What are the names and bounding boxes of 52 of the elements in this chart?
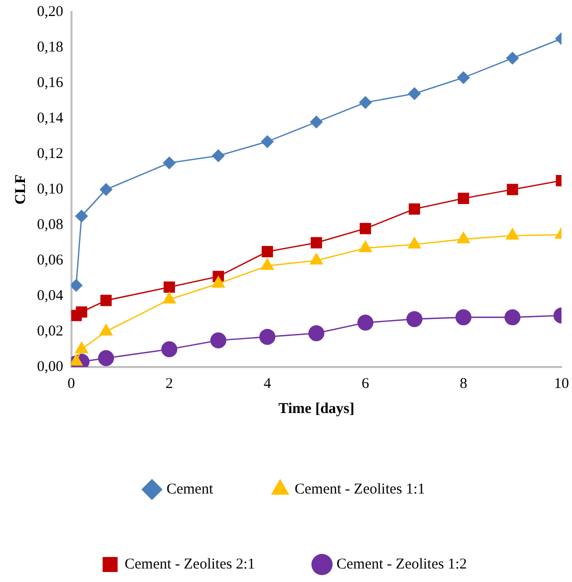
x-tick-label: 8 [460, 376, 468, 392]
point [98, 350, 114, 366]
point [259, 328, 276, 345]
x-tick-label: 4 [264, 376, 272, 392]
legend-label: Cement - Zeolites 2:1 [124, 556, 256, 572]
point [455, 309, 472, 326]
point [408, 203, 420, 215]
x-axis-title: Time [days] [278, 400, 354, 417]
point [408, 87, 421, 100]
point [310, 237, 322, 248]
point [308, 325, 324, 342]
y-tick-label: 0,18 [37, 39, 64, 56]
point [161, 341, 178, 358]
y-tick-label: 0,14 [37, 110, 64, 126]
point [358, 96, 372, 110]
y-tick-label: 0,12 [37, 146, 64, 162]
point [100, 294, 112, 306]
point [262, 246, 274, 258]
point [504, 309, 520, 326]
y-tick-label: 0,02 [37, 323, 64, 340]
x-tick-label: 10 [554, 376, 569, 392]
legend-label: Cement [166, 481, 214, 498]
legend-label: Cement - Zeolites 1:1 [294, 481, 426, 498]
y-tick-label: 0,16 [37, 74, 64, 91]
legend-label: Cement - Zeolites 1:2 [336, 556, 467, 572]
point [212, 149, 225, 162]
point [506, 52, 519, 65]
y-tick-label: 0,10 [37, 181, 64, 198]
point [456, 71, 470, 84]
point [458, 192, 470, 204]
point [162, 156, 176, 170]
x-tick-label: 0 [68, 376, 75, 392]
point [360, 222, 372, 234]
point [71, 278, 83, 292]
point [357, 314, 374, 331]
point [406, 311, 422, 328]
point [210, 332, 226, 348]
x-tick-label: 6 [362, 376, 370, 392]
y-tick-label: 0,20 [37, 4, 64, 20]
point [75, 210, 88, 223]
point [310, 116, 323, 129]
point [260, 135, 274, 148]
y-tick-label: 0,08 [37, 216, 64, 233]
point [100, 183, 113, 196]
y-axis-title: CLF [12, 174, 29, 204]
point [164, 281, 175, 293]
y-tick-label: 0,00 [37, 358, 64, 375]
x-tick-label: 2 [166, 376, 174, 392]
y-tick-label: 0,04 [37, 288, 64, 304]
point [76, 306, 88, 318]
point [506, 184, 518, 196]
y-tick-label: 0,06 [37, 252, 64, 268]
